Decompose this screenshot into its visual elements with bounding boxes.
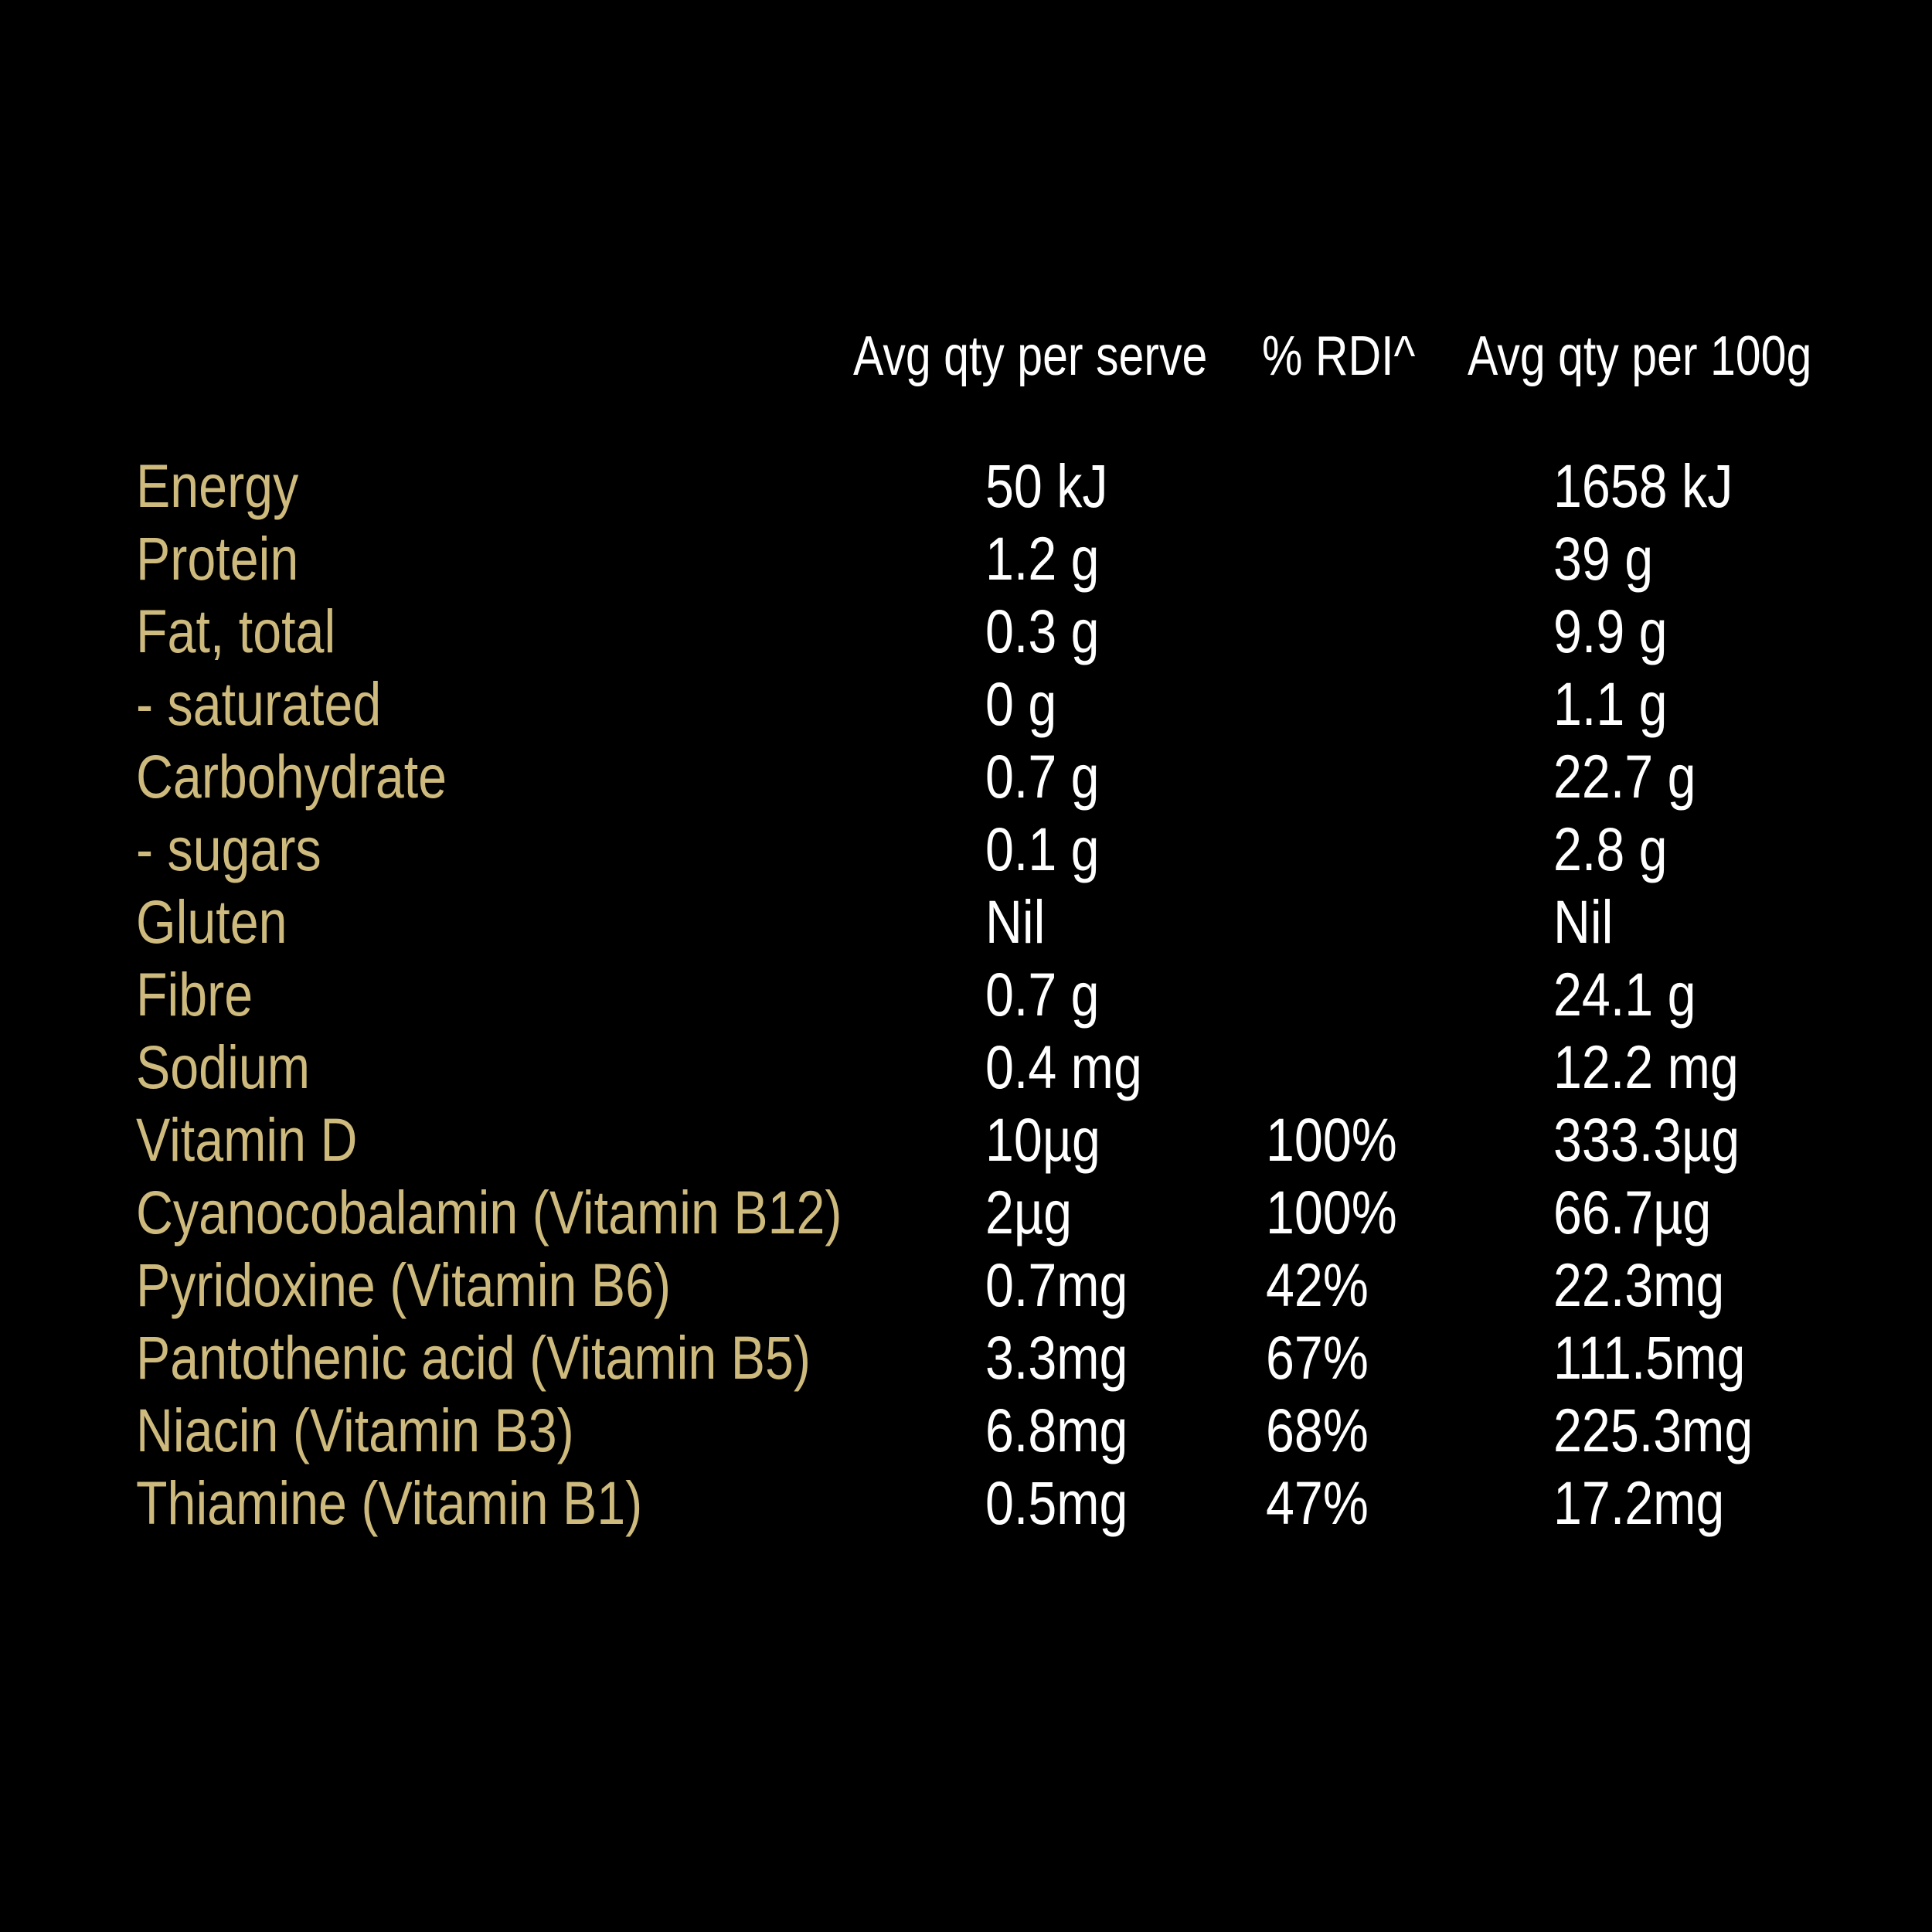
value-per-serve: 6.8mg [985,1396,1128,1464]
value-percent-rdi: 42% [1266,1250,1369,1319]
value-per-100g: Nil [1553,887,1614,956]
value-per-serve: 10µg [985,1105,1100,1174]
table-row: - saturated 0 g 1.1 g [0,668,1932,740]
nutrient-label: Niacin (Vitamin B3) [136,1396,574,1464]
value-per-100g: 17.2mg [1553,1468,1725,1537]
value-per-serve: Nil [985,887,1046,956]
table-row: Pantothenic acid (Vitamin B5) 3.3mg 67% 111… [0,1321,1932,1394]
value-per-serve: 0.7 g [985,960,1100,1029]
table-row: Sodium 0.4 mg 12.2 mg [0,1031,1932,1104]
value-per-100g: 12.2 mg [1553,1032,1739,1101]
value-per-serve: 0.7mg [985,1250,1128,1319]
nutrient-label: Fat, total [136,597,336,665]
column-header-avg-qty-per-100g: Avg qty per 100g [1468,325,1812,387]
table-row: Niacin (Vitamin B3) 6.8mg 68% 225.3mg [0,1394,1932,1467]
value-per-100g: 22.3mg [1553,1250,1725,1319]
nutrient-label: Energy [136,451,299,520]
table-row: Thiamine (Vitamin B1) 0.5mg 47% 17.2mg [0,1467,1932,1539]
value-per-serve: 0.1 g [985,815,1100,883]
value-per-100g: 1658 kJ [1553,451,1733,520]
value-per-serve: 0.5mg [985,1468,1128,1537]
value-percent-rdi: 67% [1266,1323,1369,1392]
table-row: Energy 50 kJ 1658 kJ [0,450,1932,522]
value-per-100g: 2.8 g [1553,815,1668,883]
value-per-100g: 22.7 g [1553,742,1696,811]
value-per-serve: 50 kJ [985,451,1108,520]
nutrient-label: Thiamine (Vitamin B1) [136,1468,643,1537]
table-body: Energy 50 kJ 1658 kJ Protein 1.2 g 39 g Fat, t… [0,450,1932,1539]
value-per-serve: 0 g [985,669,1057,738]
value-per-serve: 2µg [985,1178,1073,1247]
table-header: Avg qty per serve % RDI^ Avg qty per 100… [0,320,1932,393]
nutrient-label: Carbohydrate [136,742,447,811]
nutrient-label: - saturated [136,669,382,738]
value-percent-rdi: 68% [1266,1396,1369,1464]
table-row: - sugars 0.1 g 2.8 g [0,813,1932,886]
value-per-100g: 1.1 g [1553,669,1668,738]
nutrient-label: Sodium [136,1032,311,1101]
value-per-serve: 0.4 mg [985,1032,1142,1101]
value-per-100g: 111.5mg [1553,1323,1746,1392]
value-per-100g: 39 g [1553,524,1654,593]
table-row: Vitamin D 10µg 100% 333.3µg [0,1104,1932,1176]
value-percent-rdi: 47% [1266,1468,1369,1537]
nutrient-label: Protein [136,524,299,593]
nutrient-label: Gluten [136,887,287,956]
nutrient-label: Cyanocobalamin (Vitamin B12) [136,1178,842,1247]
table-row: Gluten Nil Nil [0,886,1932,958]
table-row: Pyridoxine (Vitamin B6) 0.7mg 42% 22.3mg [0,1249,1932,1321]
column-header-percent-rdi: % RDI^ [1262,325,1416,387]
value-per-serve: 0.3 g [985,597,1100,665]
value-per-100g: 9.9 g [1553,597,1668,665]
value-per-serve: 0.7 g [985,742,1100,811]
table-row: Fibre 0.7 g 24.1 g [0,958,1932,1031]
value-per-100g: 225.3mg [1553,1396,1753,1464]
table-row: Protein 1.2 g 39 g [0,522,1932,595]
table-row: Fat, total 0.3 g 9.9 g [0,595,1932,668]
value-per-serve: 3.3mg [985,1323,1128,1392]
value-per-100g: 66.7µg [1553,1178,1712,1247]
value-percent-rdi: 100% [1266,1105,1397,1174]
nutrient-label: Vitamin D [136,1105,358,1174]
nutrient-label: Pantothenic acid (Vitamin B5) [136,1323,811,1392]
column-header-avg-qty-per-serve: Avg qty per serve [853,325,1208,387]
nutrient-label: - sugars [136,815,321,883]
value-per-100g: 24.1 g [1553,960,1696,1029]
nutrient-label: Pyridoxine (Vitamin B6) [136,1250,672,1319]
table-row: Carbohydrate 0.7 g 22.7 g [0,740,1932,813]
value-per-serve: 1.2 g [985,524,1100,593]
nutrient-label: Fibre [136,960,253,1029]
table-row: Cyanocobalamin (Vitamin B12) 2µg 100% 66.7µ… [0,1176,1932,1249]
value-per-100g: 333.3µg [1553,1105,1740,1174]
value-percent-rdi: 100% [1266,1178,1397,1247]
